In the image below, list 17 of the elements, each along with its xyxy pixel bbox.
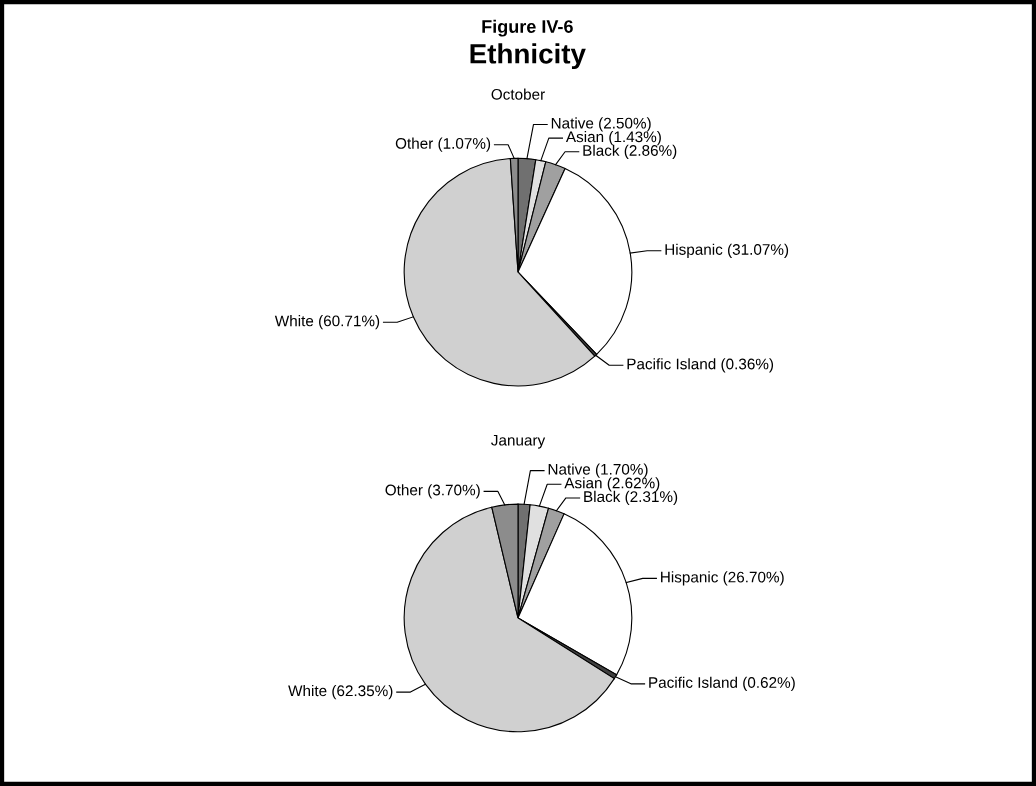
slice-label: Pacific Island (0.62%) [649,676,795,691]
slice-label: White (62.35%) [288,684,393,700]
chart-title: Figure IV-6 [482,19,573,37]
text: October [491,88,545,100]
chart-subtitle: Ethnicity [470,43,586,70]
slice-label: Pacific Island (0.36%) [627,358,774,373]
slice-label: White (60.71%) [274,315,380,330]
slice-label: Other (1.07%) [395,137,491,152]
slice-label: Native (2.50%) [551,117,651,132]
slice-label: Black (2.31%) [584,490,678,506]
slice-label: Asian (1.43%) [565,131,661,146]
slice-label: Native (1.70%) [548,463,648,478]
slice-label: Other (3.70%) [385,484,480,499]
slice-label: Hispanic (26.70%) [661,571,784,586]
text: January [491,434,546,449]
slice-label: Black (2.86%) [583,144,677,159]
slice-label: Hispanic (31.07%) [665,243,789,258]
